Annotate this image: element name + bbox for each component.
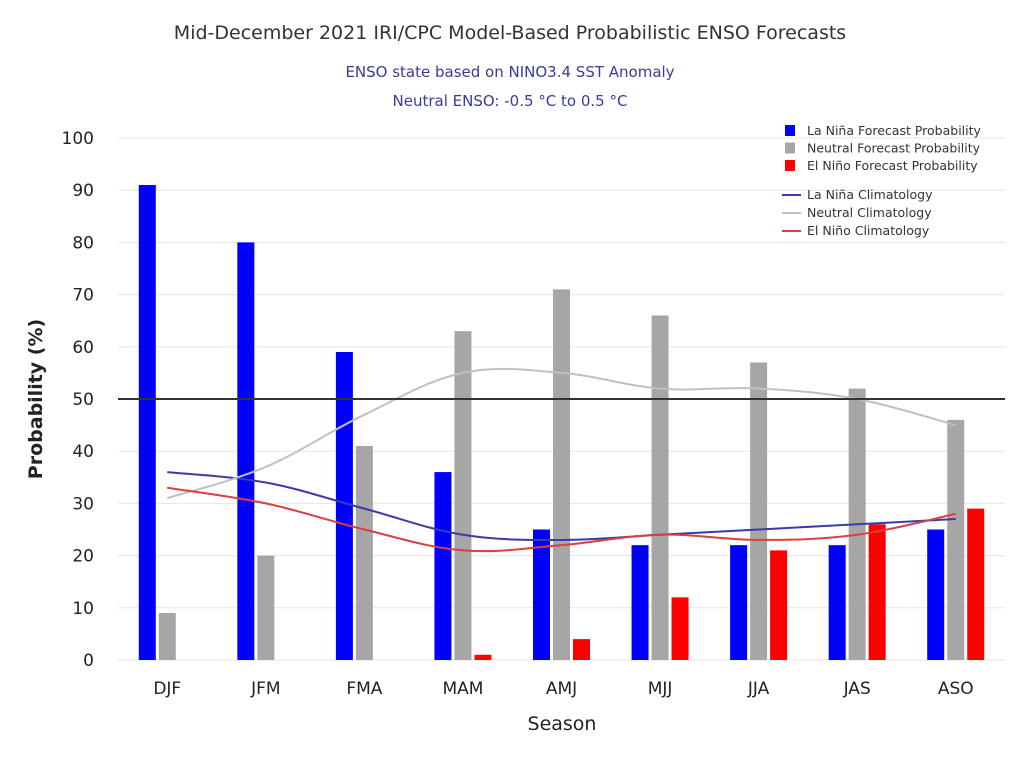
y-tick-label: 90 — [72, 181, 94, 201]
legend: La Niña Forecast Probability Neutral Fore… — [782, 123, 982, 238]
bar-el-nino-ASO — [967, 508, 985, 660]
bar-neutral-DJF — [158, 613, 176, 660]
x-tick-label-JAS: JAS — [843, 679, 871, 699]
legend-swatch — [785, 125, 795, 136]
bar-neutral-ASO — [947, 419, 965, 660]
bar-la-nina-JJA — [730, 545, 748, 660]
line-neutral-climatology — [166, 367, 956, 500]
legend-swatch — [785, 142, 795, 154]
x-axis-ticks: DJF JFM FMA MAM AMJ MJJ JJA JAS ASO — [153, 679, 973, 699]
x-tick-label-FMA: FMA — [346, 679, 382, 699]
x-tick-label-MJJ: MJJ — [648, 679, 673, 699]
bar-la-nina-JAS — [828, 545, 846, 660]
y-tick-label: 0 — [83, 651, 94, 671]
legend-swatch — [785, 160, 795, 171]
y-tick-label: 80 — [72, 233, 94, 253]
legend-label: El Niño Climatology — [807, 223, 930, 238]
climatology-lines — [166, 367, 956, 553]
line-la-nina-climatology — [167, 471, 956, 541]
legend-label: Neutral Climatology — [807, 205, 932, 220]
legend-label: El Niño Forecast Probability — [807, 158, 978, 173]
bar-neutral-AMJ — [553, 289, 570, 660]
y-axis-ticks: 0 10 20 30 40 50 60 70 80 90 100 — [62, 129, 94, 671]
bar-el-nino-JAS — [868, 524, 886, 660]
bar-el-nino-MAM — [474, 654, 492, 660]
y-tick-label: 20 — [72, 547, 94, 567]
y-axis-title: Probability (%) — [25, 319, 47, 479]
bar-neutral-JJA — [750, 362, 768, 660]
chart-title: Mid-December 2021 IRI/CPC Model-Based Pr… — [174, 22, 846, 44]
x-tick-label-JFM: JFM — [250, 679, 280, 699]
x-tick-label-ASO: ASO — [938, 679, 974, 699]
bar-el-nino-MJJ — [671, 597, 689, 660]
y-tick-label: 30 — [72, 494, 94, 514]
bar-el-nino-JJA — [770, 550, 788, 660]
bar-neutral-JFM — [257, 555, 275, 660]
legend-label: Neutral Forecast Probability — [807, 141, 981, 156]
y-tick-label: 50 — [72, 390, 94, 410]
x-tick-label-AMJ: AMJ — [546, 679, 577, 699]
line-el-nino-climatology — [167, 486, 956, 553]
y-tick-label: 10 — [72, 599, 94, 619]
y-tick-label: 40 — [72, 442, 94, 462]
bar-la-nina-FMA — [335, 352, 353, 660]
x-tick-label-JJA: JJA — [747, 679, 770, 699]
legend-label: La Niña Climatology — [807, 187, 933, 202]
y-tick-label: 100 — [62, 129, 94, 149]
x-tick-label-MAM: MAM — [442, 679, 483, 699]
bar-la-nina-ASO — [927, 529, 945, 660]
y-tick-label: 70 — [72, 286, 94, 306]
bar-el-nino-AMJ — [573, 639, 590, 660]
bar-neutral-MAM — [454, 331, 472, 660]
bar-neutral-MJJ — [651, 315, 669, 660]
bar-la-nina-DJF — [138, 184, 156, 661]
bars — [138, 184, 985, 661]
bar-la-nina-MAM — [434, 472, 452, 660]
bar-la-nina-JFM — [237, 242, 255, 660]
y-tick-label: 60 — [72, 338, 94, 358]
bar-la-nina-AMJ — [533, 529, 550, 660]
bar-neutral-FMA — [355, 445, 373, 660]
legend-label: La Niña Forecast Probability — [807, 123, 982, 138]
bar-la-nina-MJJ — [631, 545, 649, 660]
x-tick-label-DJF: DJF — [153, 679, 181, 699]
chart-subtitle-line-1: ENSO state based on NINO3.4 SST Anomaly — [345, 63, 674, 81]
chart-subtitle-line-2: Neutral ENSO: -0.5 °C to 0.5 °C — [393, 92, 628, 110]
x-axis-title: Season — [528, 713, 597, 735]
